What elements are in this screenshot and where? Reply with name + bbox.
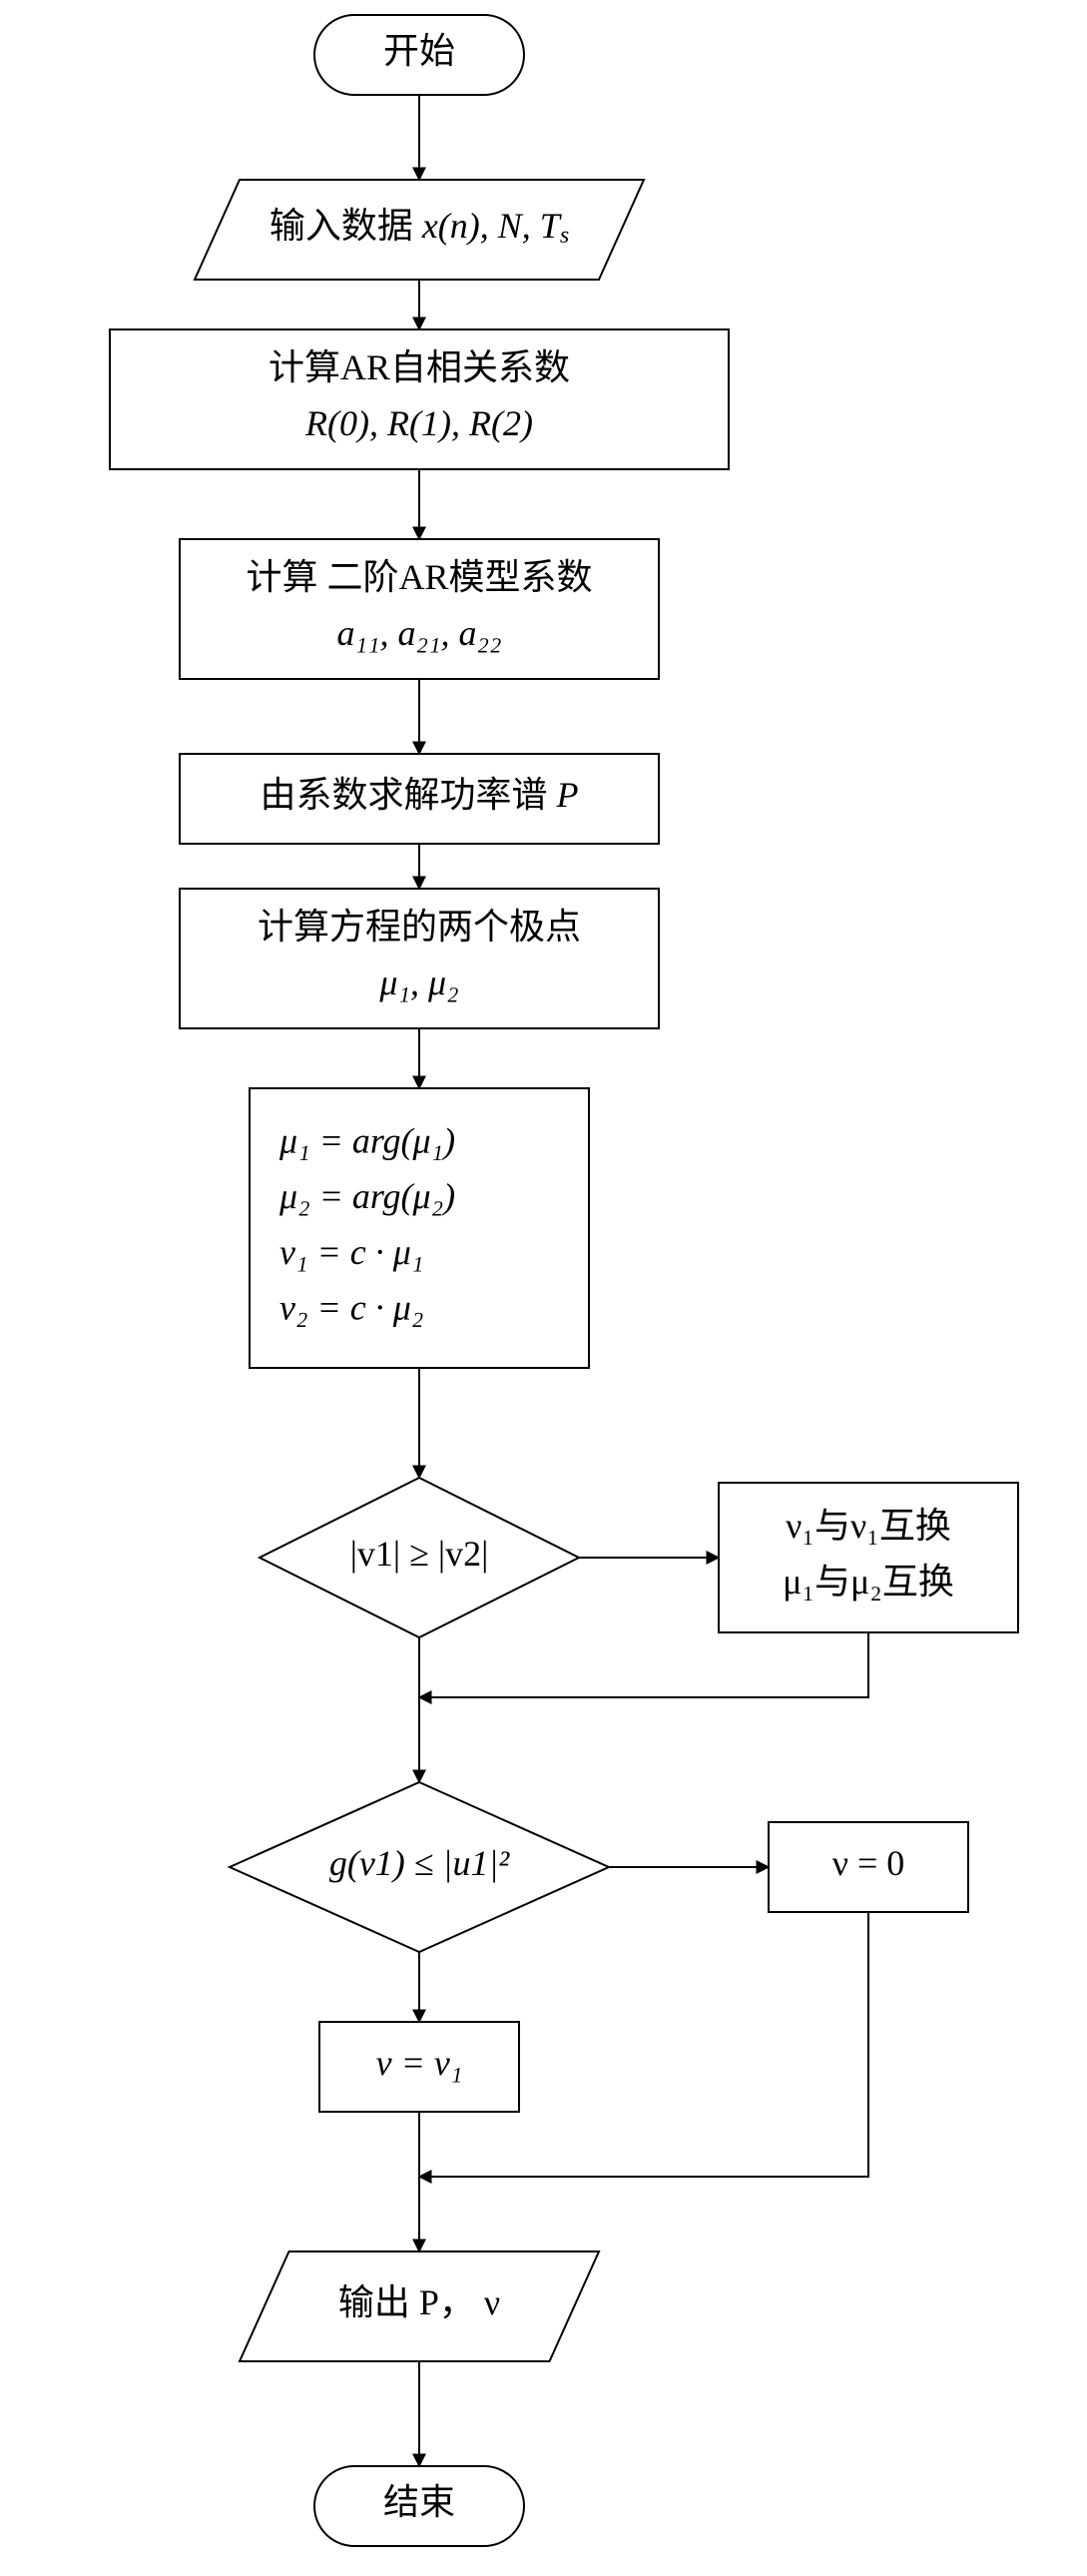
node-vzero: ν = 0 <box>769 1822 968 1912</box>
node-dec1-label-line0: |v1| ≥ |v2| <box>350 1534 489 1574</box>
node-dec1: |v1| ≥ |v2| <box>260 1478 579 1637</box>
node-step1-label-line1: R(0), R(1), R(2) <box>304 403 533 443</box>
node-step4-label-line0: 计算方程的两个极点 <box>258 907 581 947</box>
nodes-layer: 开始输入数据 x(n), N, Ts 计算AR自相关系数 R(0), R(1), R… <box>110 15 1018 2546</box>
node-step2-label-line1: a₁₁, a₂₁, a₂₂ <box>336 613 501 653</box>
node-step3: 由系数求解功率谱 P <box>180 754 659 844</box>
node-start-label-line0: 开始 <box>383 31 455 71</box>
node-step1-label-line0: 计算AR自相关系数 <box>269 347 570 387</box>
node-vv1: ν = ν₁ <box>319 2022 519 2112</box>
node-step1: 计算AR自相关系数 R(0), R(1), R(2) <box>110 329 729 469</box>
node-dec2: g(v1) ≤ |u1|² <box>230 1782 609 1952</box>
node-end-label-line0: 结束 <box>383 2482 455 2522</box>
node-swap-label-line1: μ₁与μ₂互换 <box>783 1562 954 1602</box>
node-step3-label-line0: 由系数求解功率谱 P <box>260 775 578 815</box>
node-step4: 计算方程的两个极点 μ₁, μ₂ <box>180 889 659 1028</box>
node-step5-label-line0: μ₁ = arg(μ₁) <box>278 1121 455 1161</box>
node-input: 输入数据 x(n), N, Ts <box>195 180 644 280</box>
node-output: 输出 P， ν <box>240 2252 599 2361</box>
node-output-label-line0: 输出 P， ν <box>338 2282 500 2322</box>
node-swap: ν₁与ν₁互换 μ₁与μ₂互换 <box>719 1483 1018 1632</box>
node-vv1-label-line0: ν = ν₁ <box>376 2043 463 2083</box>
node-step2: 计算 二阶AR模型系数 a₁₁, a₂₁, a₂₂ <box>180 539 659 679</box>
node-step5: μ₁ = arg(μ₁) μ₂ = arg(μ₂) ν₁ = c · μ₁ ν₂ = … <box>250 1088 589 1368</box>
node-step2-label-line0: 计算 二阶AR模型系数 <box>246 557 592 597</box>
node-end: 结束 <box>314 2466 524 2546</box>
node-swap-label-line0: ν₁与ν₁互换 <box>786 1506 951 1546</box>
node-step5-label-line3: ν₂ = c · μ₂ <box>279 1288 423 1328</box>
node-input-label-line0: 输入数据 x(n), N, Ts <box>270 206 569 248</box>
node-step5-label-line1: μ₂ = arg(μ₂) <box>278 1176 455 1216</box>
node-step5-label-line2: ν₁ = c · μ₁ <box>279 1232 423 1272</box>
edge-swap-merge1 <box>419 1632 868 1697</box>
node-vzero-label-line0: ν = 0 <box>832 1843 905 1883</box>
node-step4-label-line1: μ₁, μ₂ <box>378 963 458 1002</box>
node-start: 开始 <box>314 15 524 95</box>
node-dec2-label-line0: g(v1) ≤ |u1|² <box>329 1843 511 1883</box>
